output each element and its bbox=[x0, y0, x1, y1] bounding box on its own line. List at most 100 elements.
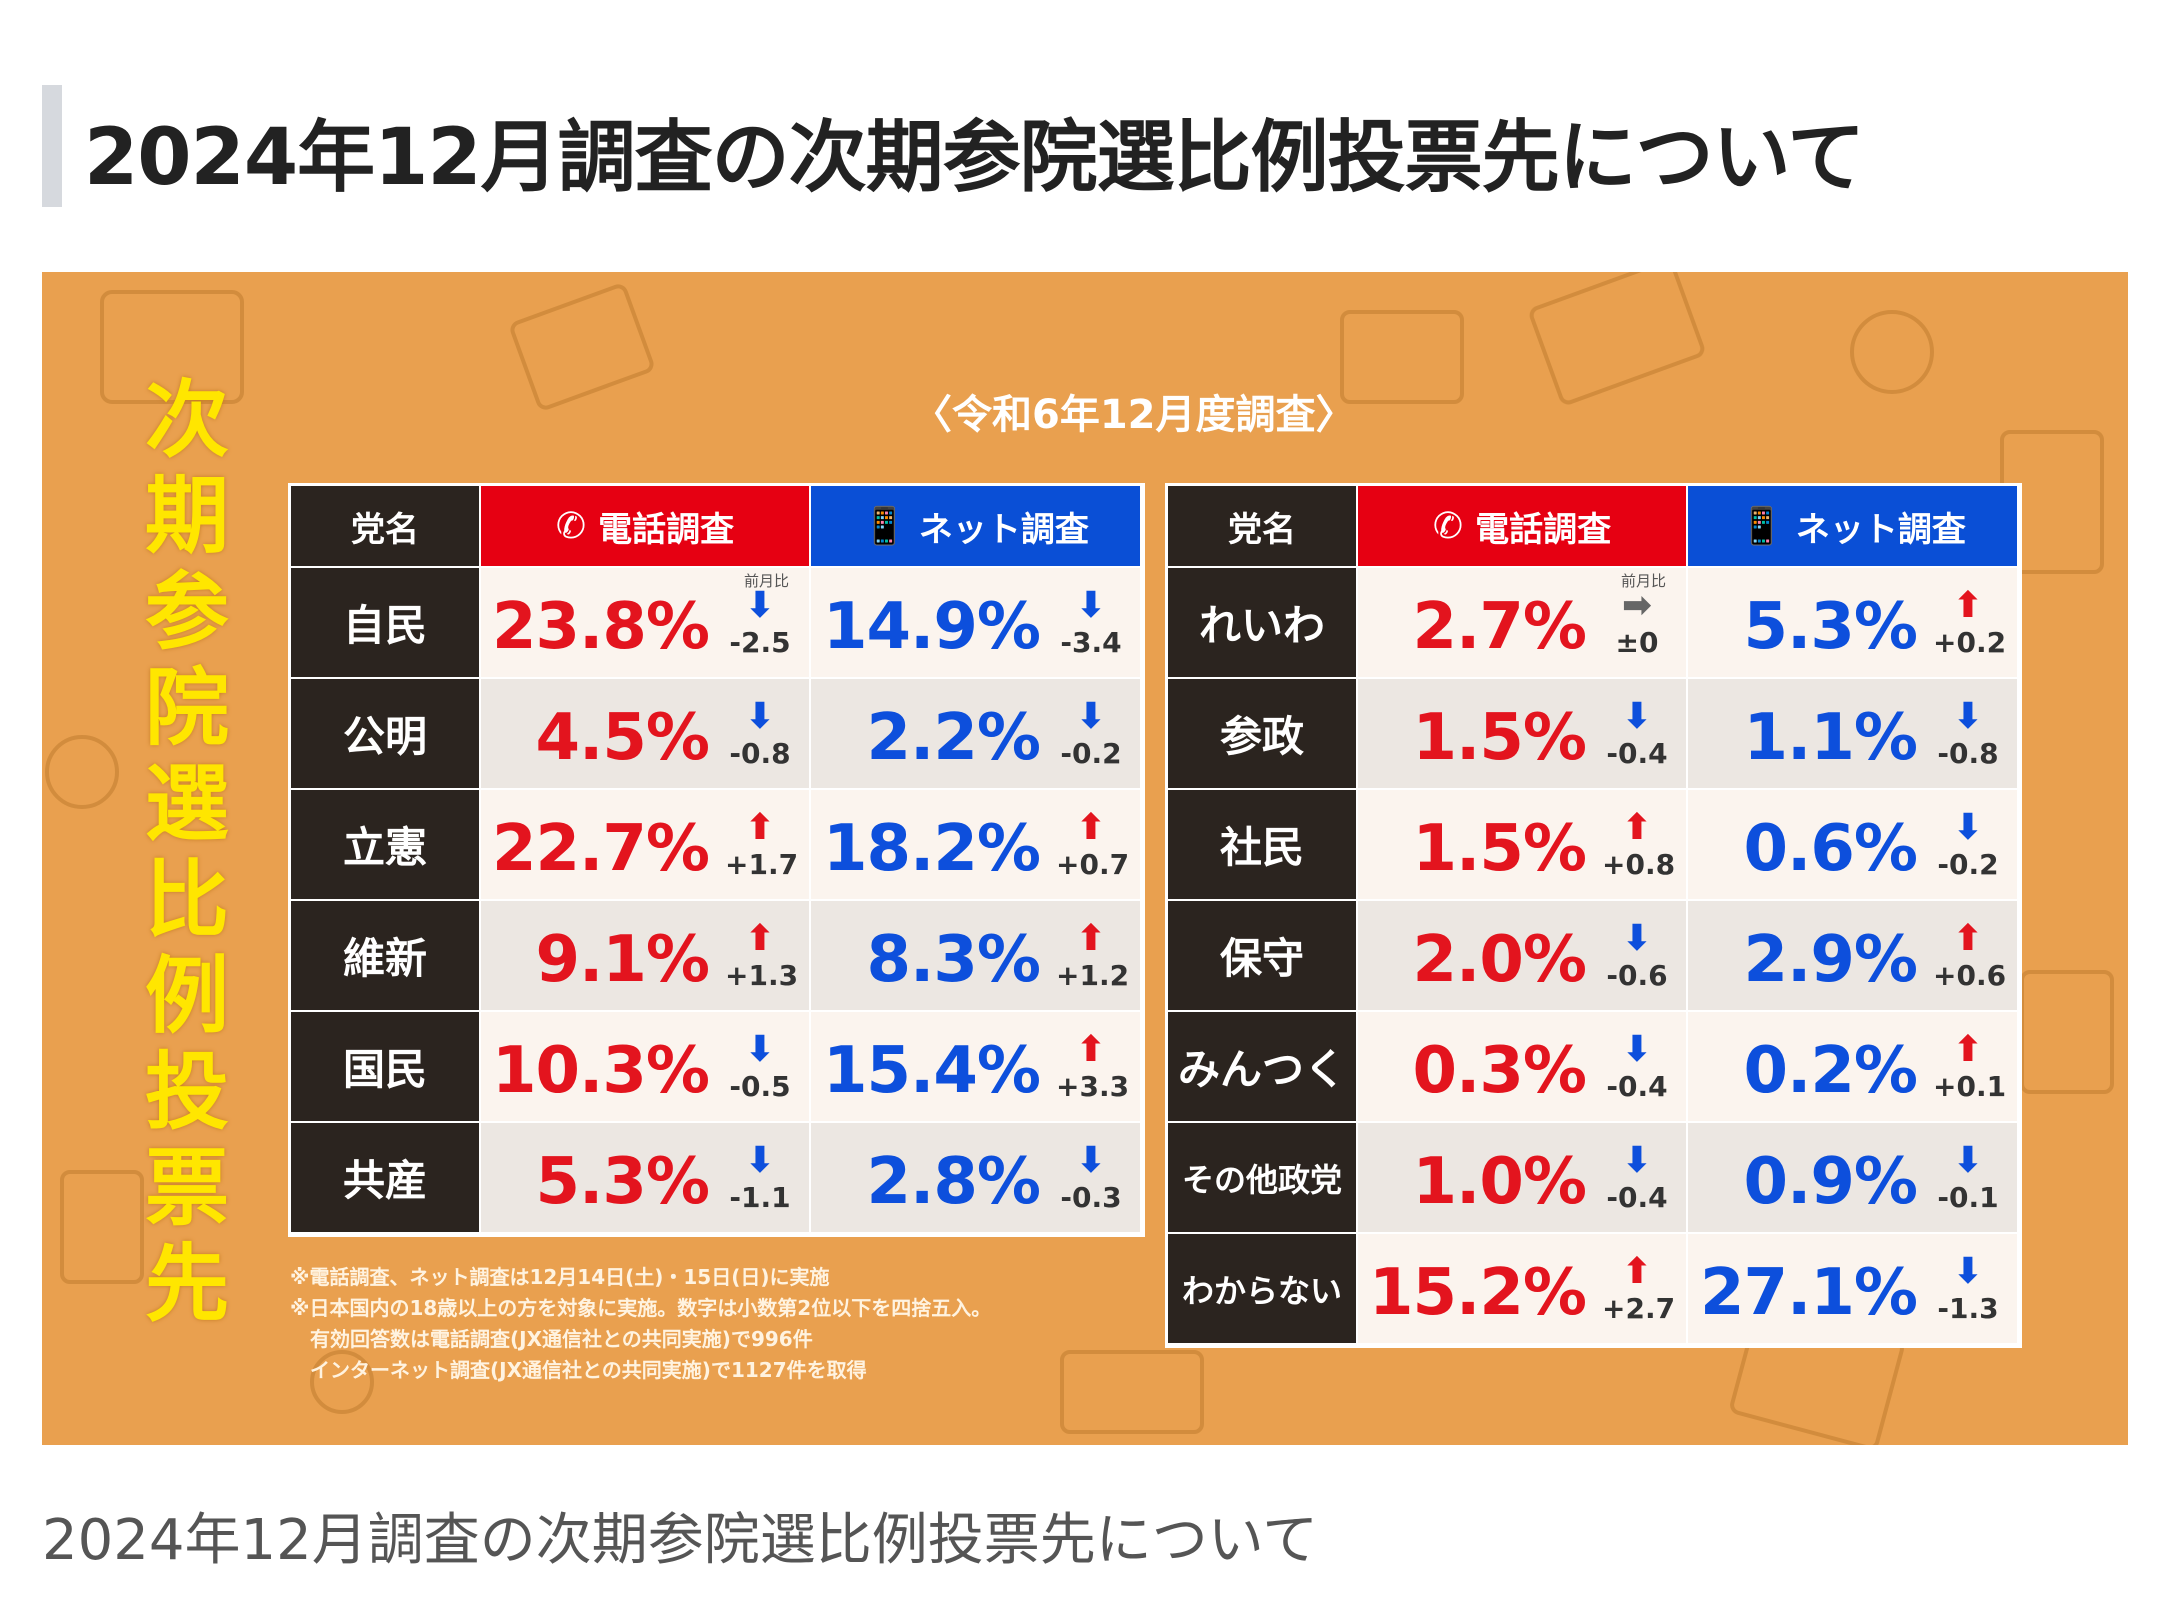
phone-change: ⬆ +1.7 bbox=[725, 808, 798, 882]
net-survey-cell: 8.3% ⬆ +1.2 bbox=[811, 901, 1140, 1010]
net-change: ⬇ -1.3 bbox=[1933, 1251, 2003, 1326]
phone-percentage: 0.3% bbox=[1412, 1034, 1587, 1108]
table-row: 国民 10.3% ⬇ -0.5 15.4% ⬆ +3.3 bbox=[291, 1012, 1142, 1123]
net-change: ⬆ +0.7 bbox=[1056, 807, 1130, 882]
net-survey-cell: 0.6% ⬇ -0.2 bbox=[1688, 790, 2017, 899]
net-change-value: -3.4 bbox=[1060, 626, 1122, 659]
phone-percentage: 2.7% bbox=[1412, 590, 1587, 664]
arrow-up-icon: ⬆ bbox=[744, 918, 776, 959]
net-percentage: 27.1% bbox=[1699, 1256, 1918, 1330]
arrow-up-icon: ⬆ bbox=[1075, 1029, 1107, 1070]
left-results-table: 党名 ✆ 電話調査 📱 ネット調査 自民 前月比 23.8% ⬇ -2.5 14.9% ⬇ -3.4 公明… bbox=[288, 483, 1145, 1237]
net-percentage: 2.9% bbox=[1743, 923, 1918, 997]
phone-change-value: -0.6 bbox=[1606, 959, 1668, 992]
phone-survey-header: ✆ 電話調査 bbox=[481, 486, 811, 566]
phone-survey-cell: 1.5% ⬆ +0.8 bbox=[1358, 790, 1688, 899]
net-percentage: 0.9% bbox=[1743, 1145, 1918, 1219]
phone-survey-cell: 9.1% ⬆ +1.3 bbox=[481, 901, 811, 1010]
net-survey-cell: 2.9% ⬆ +0.6 bbox=[1688, 901, 2017, 1010]
net-survey-header: 📱 ネット調査 bbox=[1688, 486, 2017, 566]
phone-percentage: 2.0% bbox=[1412, 923, 1587, 997]
phone-change-value: -0.8 bbox=[729, 737, 791, 770]
net-change-value: +3.3 bbox=[1056, 1070, 1130, 1103]
phone-percentage: 10.3% bbox=[491, 1034, 710, 1108]
table-header-row: 党名 ✆ 電話調査 📱 ネット調査 bbox=[291, 486, 1142, 568]
net-survey-cell: 18.2% ⬆ +0.7 bbox=[811, 790, 1140, 899]
phone-survey-cell: 4.5% ⬇ -0.8 bbox=[481, 679, 811, 788]
phone-change: ⬇ -0.8 bbox=[725, 696, 795, 771]
arrow-down-icon: ⬇ bbox=[1952, 1251, 1984, 1292]
phone-survey-cell: 2.0% ⬇ -0.6 bbox=[1358, 901, 1688, 1010]
net-survey-cell: 27.1% ⬇ -1.3 bbox=[1688, 1234, 2017, 1343]
net-change-value: -1.3 bbox=[1937, 1292, 1999, 1325]
net-header-label: ネット調査 bbox=[1795, 509, 1966, 550]
arrow-down-icon: ⬇ bbox=[1952, 1140, 1984, 1181]
table-row: 保守 2.0% ⬇ -0.6 2.9% ⬆ +0.6 bbox=[1168, 901, 2019, 1012]
phone-header-label: 電話調査 bbox=[598, 509, 735, 550]
arrow-down-icon: ⬇ bbox=[744, 696, 776, 737]
phone-percentage: 4.5% bbox=[535, 701, 710, 775]
phone-percentage: 22.7% bbox=[491, 812, 710, 886]
arrow-up-icon: ⬆ bbox=[1075, 807, 1107, 848]
arrow-down-icon: ⬇ bbox=[744, 1140, 776, 1181]
page-title: 2024年12月調査の次期参院選比例投票先について bbox=[84, 113, 1865, 203]
phone-change: ⬇ -0.4 bbox=[1602, 1030, 1672, 1104]
net-survey-cell: 1.1% ⬇ -0.8 bbox=[1688, 679, 2017, 788]
party-header: 党名 bbox=[1168, 486, 1358, 566]
arrow-flat-icon: ➡ bbox=[1621, 585, 1653, 626]
net-change-value: -0.3 bbox=[1060, 1181, 1122, 1214]
net-change: ⬆ +1.2 bbox=[1056, 919, 1130, 993]
net-header-label: ネット調査 bbox=[918, 509, 1089, 550]
table-row: 共産 5.3% ⬇ -1.1 2.8% ⬇ -0.3 bbox=[291, 1123, 1142, 1234]
party-name: 保守 bbox=[1168, 901, 1358, 1010]
table-row: 自民 前月比 23.8% ⬇ -2.5 14.9% ⬇ -3.4 bbox=[291, 568, 1142, 679]
party-name: れいわ bbox=[1168, 568, 1358, 677]
phone-change-value: -0.4 bbox=[1606, 1070, 1668, 1103]
net-survey-cell: 2.8% ⬇ -0.3 bbox=[811, 1123, 1140, 1232]
net-change-value: +0.1 bbox=[1933, 1070, 2007, 1103]
net-change: ⬇ -0.3 bbox=[1056, 1140, 1126, 1215]
net-change: ⬆ +0.1 bbox=[1933, 1030, 2007, 1104]
phone-change: ⬇ -2.5 bbox=[725, 586, 795, 660]
table-row: みんつく 0.3% ⬇ -0.4 0.2% ⬆ +0.1 bbox=[1168, 1012, 2019, 1123]
arrow-down-icon: ⬇ bbox=[1952, 807, 1984, 848]
vertical-title: 次期参院選比例投票先 bbox=[144, 371, 229, 1333]
phone-change-value: +0.8 bbox=[1602, 848, 1676, 881]
infographic-image: 次期参院選比例投票先 〈令和6年12月度調査〉 党名 ✆ 電話調査 📱 ネット調査 自民 前… bbox=[42, 272, 2128, 1445]
arrow-up-icon: ⬆ bbox=[1621, 1251, 1653, 1292]
phone-percentage: 1.5% bbox=[1412, 812, 1587, 886]
phone-change: ⬆ +2.7 bbox=[1602, 1251, 1675, 1326]
survey-subtitle: 〈令和6年12月度調査〉 bbox=[912, 392, 1356, 438]
table-row: 公明 4.5% ⬇ -0.8 2.2% ⬇ -0.2 bbox=[291, 679, 1142, 790]
net-change-value: -0.1 bbox=[1937, 1181, 1999, 1214]
smartphone-icon: 📱 bbox=[1739, 506, 1784, 547]
net-percentage: 0.6% bbox=[1743, 812, 1918, 886]
net-percentage: 1.1% bbox=[1743, 701, 1918, 775]
net-change: ⬇ -0.8 bbox=[1933, 697, 2003, 771]
arrow-up-icon: ⬆ bbox=[1952, 585, 1984, 626]
table-row: 参政 1.5% ⬇ -0.4 1.1% ⬇ -0.8 bbox=[1168, 679, 2019, 790]
net-survey-cell: 2.2% ⬇ -0.2 bbox=[811, 679, 1140, 788]
net-change-value: +0.6 bbox=[1933, 959, 2007, 992]
party-name: 参政 bbox=[1168, 679, 1358, 788]
net-change-value: +1.2 bbox=[1056, 959, 1130, 992]
phone-percentage: 23.8% bbox=[491, 590, 710, 664]
net-survey-cell: 0.2% ⬆ +0.1 bbox=[1688, 1012, 2017, 1121]
phone-survey-header: ✆ 電話調査 bbox=[1358, 486, 1688, 566]
net-survey-cell: 5.3% ⬆ +0.2 bbox=[1688, 568, 2017, 677]
phone-change-value: -2.5 bbox=[729, 626, 791, 659]
phone-change: ⬆ +1.3 bbox=[725, 918, 798, 993]
arrow-down-icon: ⬇ bbox=[1075, 1140, 1107, 1181]
party-name: 公明 bbox=[291, 679, 481, 788]
phone-change: ⬇ -0.6 bbox=[1602, 919, 1672, 993]
arrow-up-icon: ⬆ bbox=[1621, 807, 1653, 848]
arrow-down-icon: ⬇ bbox=[744, 1029, 776, 1070]
net-change-value: -0.8 bbox=[1937, 737, 1999, 770]
net-change: ⬇ -0.1 bbox=[1933, 1140, 2003, 1215]
footnote: 有効回答数は電話調査(JX通信社との共同実施)で996件 bbox=[290, 1327, 813, 1351]
phone-survey-cell: 22.7% ⬆ +1.7 bbox=[481, 790, 811, 899]
phone-icon: ✆ bbox=[1432, 505, 1464, 547]
footnotes: ※電話調査、ネット調査は12月14日(土)・15日(日)に実施 ※日本国内の18… bbox=[290, 1262, 991, 1386]
phone-percentage: 1.0% bbox=[1412, 1145, 1587, 1219]
net-change-value: +0.7 bbox=[1056, 848, 1130, 881]
